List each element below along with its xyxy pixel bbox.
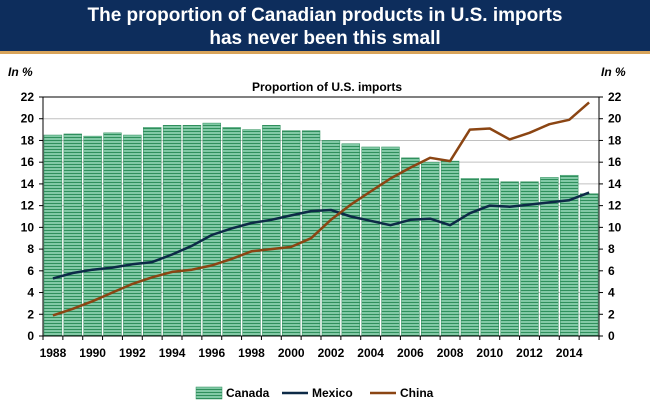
right-axis-unit: In % [601,65,626,79]
canada-bar [401,157,420,337]
y-tick-label-left: 16 [21,155,35,169]
canada-bar [162,124,182,337]
legend-canada-swatch [195,386,223,400]
y-tick-label-right: 0 [608,329,615,343]
legend-mexico-label: Mexico [312,386,353,400]
china-line [52,101,590,317]
x-tick-label: 2010 [476,346,503,360]
x-tick-label: 2000 [278,346,305,360]
canada-bar [579,193,599,337]
y-tick-label-left: 20 [21,112,35,126]
y-tick-label-left: 14 [21,177,35,191]
legend-china-label: China [400,386,434,400]
x-tick-label: 2008 [437,346,464,360]
canada-bar [242,129,261,337]
y-tick-label-right: 4 [608,286,615,300]
y-tick-label-left: 6 [27,264,34,278]
canada-bar [282,130,301,337]
canada-bar [480,178,499,337]
y-tick-label-left: 10 [21,220,35,234]
legend: Canada Mexico China [195,386,434,400]
canada-bar [143,127,162,337]
canada-bar [341,143,360,337]
y-tick-label-left: 4 [27,286,34,300]
x-tick-label: 2012 [516,346,543,360]
left-axis-unit: In % [8,65,33,79]
x-tick-label: 2002 [318,346,345,360]
canada-bar [262,124,281,337]
y-tick-label-right: 10 [608,220,622,234]
canada-bar [361,146,380,337]
canada-bar [460,178,480,337]
y-tick-label-right: 2 [608,307,615,321]
y-tick-label-right: 12 [608,199,622,213]
canada-bar [43,134,63,337]
chart-subtitle: Proportion of U.S. imports [252,80,402,94]
chart: In % In % Proportion of U.S. imports 0 0 2… [8,65,626,400]
y-tick-label-right: 16 [608,155,622,169]
mexico-line [52,191,590,280]
canada-bar [123,134,142,337]
y-tick-label-right: 22 [608,90,622,104]
canada-bar [202,122,221,337]
canada-bar [103,132,122,337]
canada-bar [421,161,440,337]
x-tick-label: 2006 [397,346,424,360]
y-tick-label-left: 18 [21,133,35,147]
x-tick-label: 1990 [79,346,106,360]
y-tick-label-left: 8 [27,242,34,256]
y-tick-label-right: 6 [608,264,615,278]
y-tick-label-left: 0 [27,329,34,343]
y-tick-label-right: 14 [608,177,622,191]
y-tick-label-left: 12 [21,199,35,213]
title-line-2: has never been this small [209,28,441,49]
x-tick-label: 1988 [40,346,67,360]
x-tick-label: 1992 [119,346,146,360]
canada-bar [440,160,460,337]
y-tick-label-left: 22 [21,90,35,104]
canada-bar [321,140,341,337]
series-lines [52,101,590,317]
y-tick-label-right: 20 [608,112,622,126]
x-tick-label: 1996 [198,346,225,360]
x-tick-label: 1998 [238,346,265,360]
canada-bar [182,124,202,337]
x-tick-label: 2004 [357,346,384,360]
y-tick-label-right: 8 [608,242,615,256]
y-tick-label-left: 2 [27,307,34,321]
x-tick-label: 1994 [159,346,186,360]
title-line-1: The proportion of Canadian products in U… [87,5,563,26]
x-tick-label: 2014 [556,346,583,360]
canada-bar [83,135,102,337]
title-banner: The proportion of Canadian products in U… [0,0,650,54]
y-tick-label-right: 18 [608,133,622,147]
legend-canada-label: Canada [226,386,270,400]
canada-bars [43,122,599,337]
